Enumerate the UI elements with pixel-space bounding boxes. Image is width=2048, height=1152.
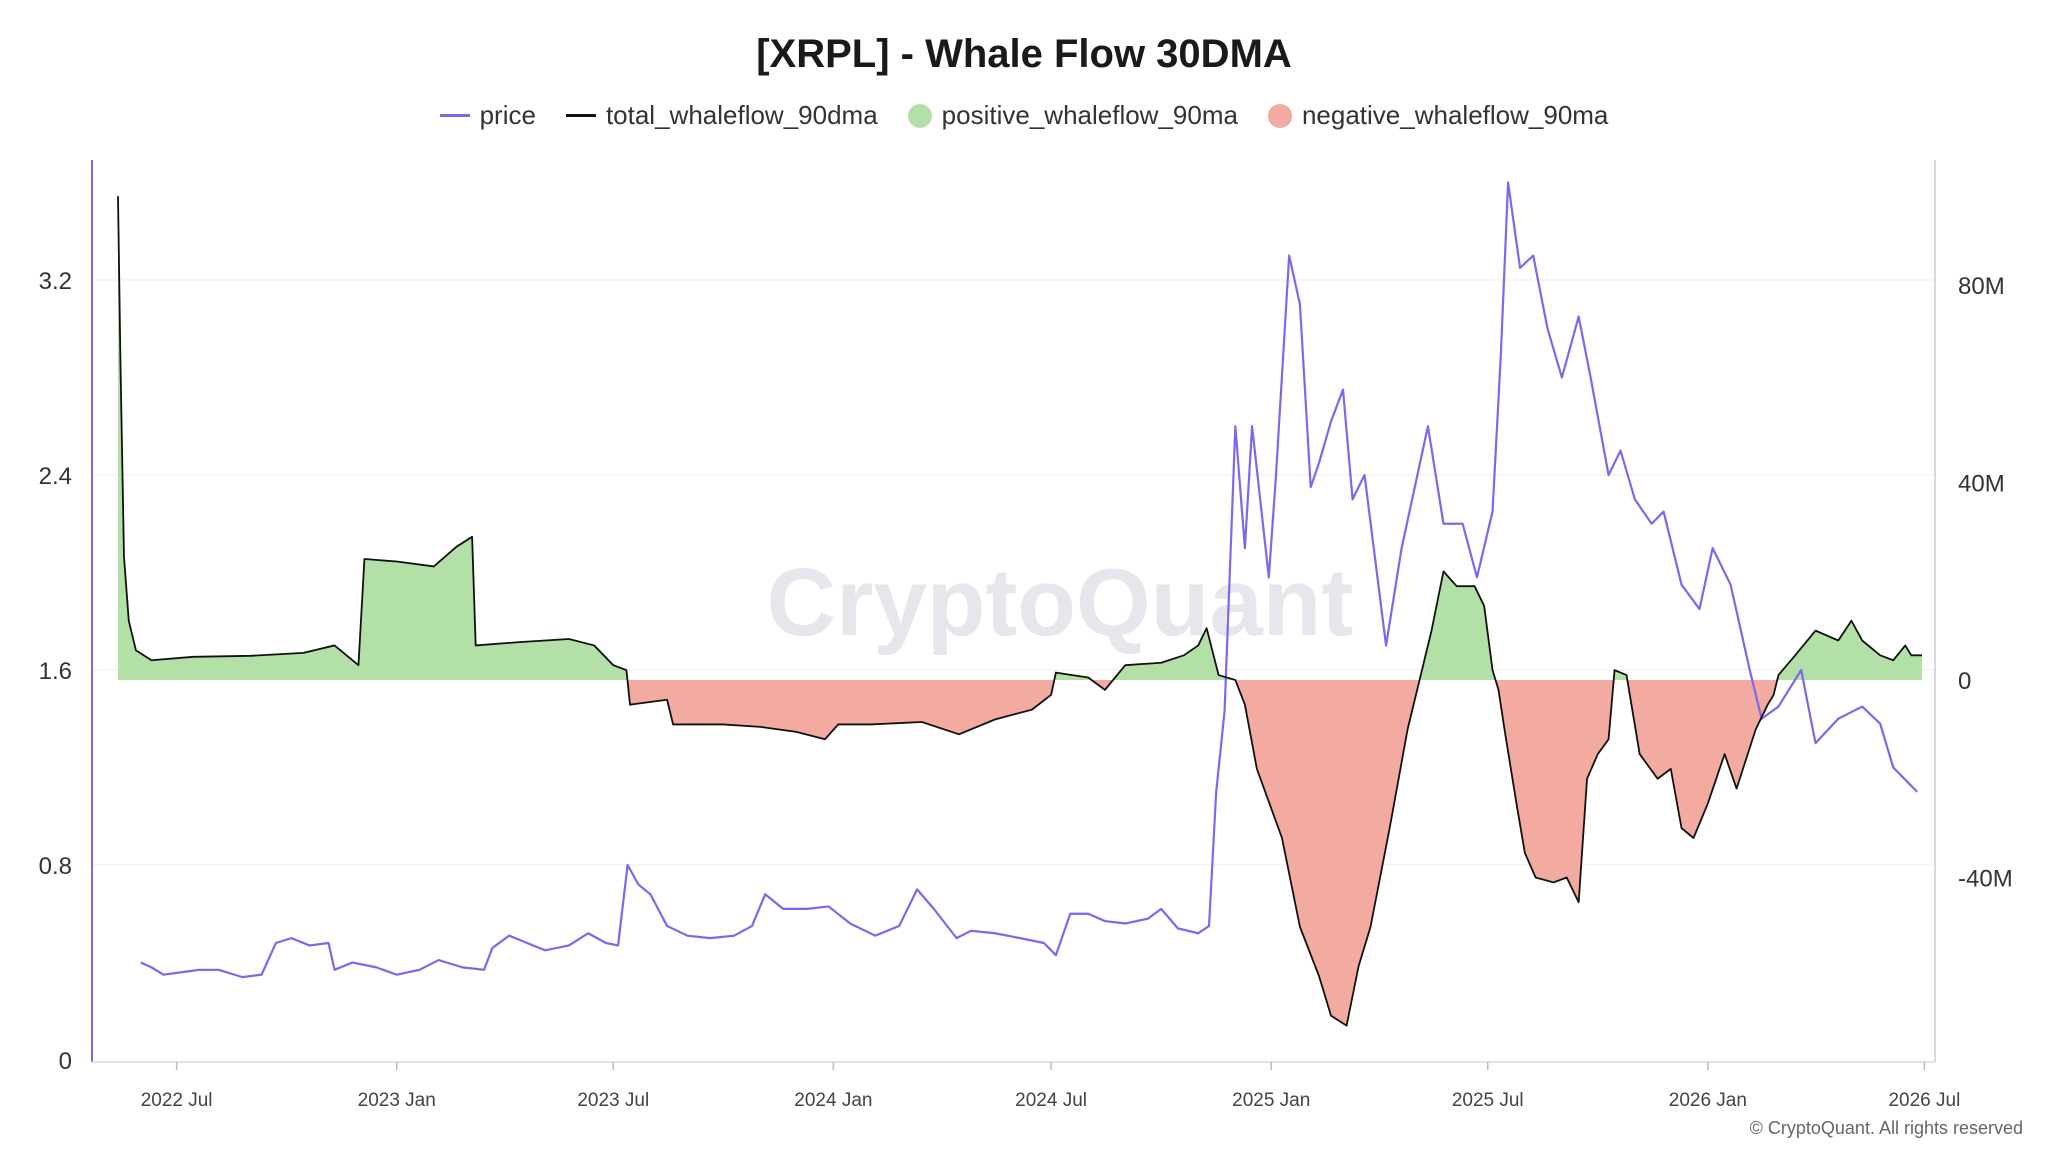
y-right-tick-label: -40M <box>1958 866 2013 893</box>
negative-whaleflow-area <box>627 680 1778 1026</box>
series-lines <box>117 181 1922 1027</box>
y-right-tick-label: 80M <box>1958 273 2005 300</box>
x-tick-label: 2026 Jan <box>1669 1090 1747 1111</box>
legend-swatch-negative-whaleflow <box>1267 103 1292 128</box>
x-tick-label: 2025 Jul <box>1452 1090 1524 1111</box>
legend-label-negative-whaleflow: negative_whaleflow_90ma <box>1301 100 1609 130</box>
legend-swatch-price <box>439 114 470 117</box>
legend-item-positive-whaleflow[interactable]: positive_whaleflow_90ma <box>907 100 1238 131</box>
y-left-tick-label: 0 <box>59 1048 72 1075</box>
x-tick-label: 2026 Jul <box>1888 1090 1960 1111</box>
legend-label-positive-whaleflow: positive_whaleflow_90ma <box>941 100 1238 130</box>
y-left-tick-label: 1.6 <box>39 658 72 685</box>
axes: 0 0.8 1.6 2.4 3.2 -40M 0 40M 80M 2022 Jul 2023 Jan… <box>39 160 2013 1111</box>
legend-item-price[interactable]: price <box>439 100 536 131</box>
x-tick-label: 2023 Jan <box>358 1090 436 1111</box>
legend-item-negative-whaleflow[interactable]: negative_whaleflow_90ma <box>1267 100 1609 131</box>
y-left-tick-label: 3.2 <box>39 268 72 295</box>
legend: price total_whaleflow_90dma positive_wha… <box>0 100 2048 131</box>
legend-item-total-whaleflow[interactable]: total_whaleflow_90dma <box>565 100 878 131</box>
y-right-tick-label: 40M <box>1958 471 2005 498</box>
y-left-tick-label: 0.8 <box>39 853 72 880</box>
price-line <box>140 181 1918 979</box>
watermark: CryptoQuant <box>767 549 1354 656</box>
copyright-text: © CryptoQuant. All rights reserved <box>1749 1118 2023 1138</box>
total-whaleflow-line <box>117 196 1922 1027</box>
legend-label-total-whaleflow: total_whaleflow_90dma <box>605 100 878 130</box>
legend-swatch-positive-whaleflow <box>907 103 932 128</box>
x-tick-label: 2024 Jan <box>794 1090 872 1111</box>
legend-label-price: price <box>479 100 536 130</box>
x-tick-label: 2024 Jul <box>1015 1090 1087 1111</box>
x-tick-label: 2025 Jan <box>1232 1090 1310 1111</box>
y-left-tick-label: 2.4 <box>39 463 72 490</box>
whaleflow-fills <box>118 196 1922 1026</box>
legend-swatch-total-whaleflow <box>565 114 596 117</box>
x-tick-label: 2022 Jul <box>141 1090 213 1111</box>
x-tick-label: 2023 Jul <box>577 1090 649 1111</box>
chart-title: [XRPL] - Whale Flow 30DMA <box>756 32 1292 76</box>
y-right-tick-label: 0 <box>1958 668 1971 695</box>
